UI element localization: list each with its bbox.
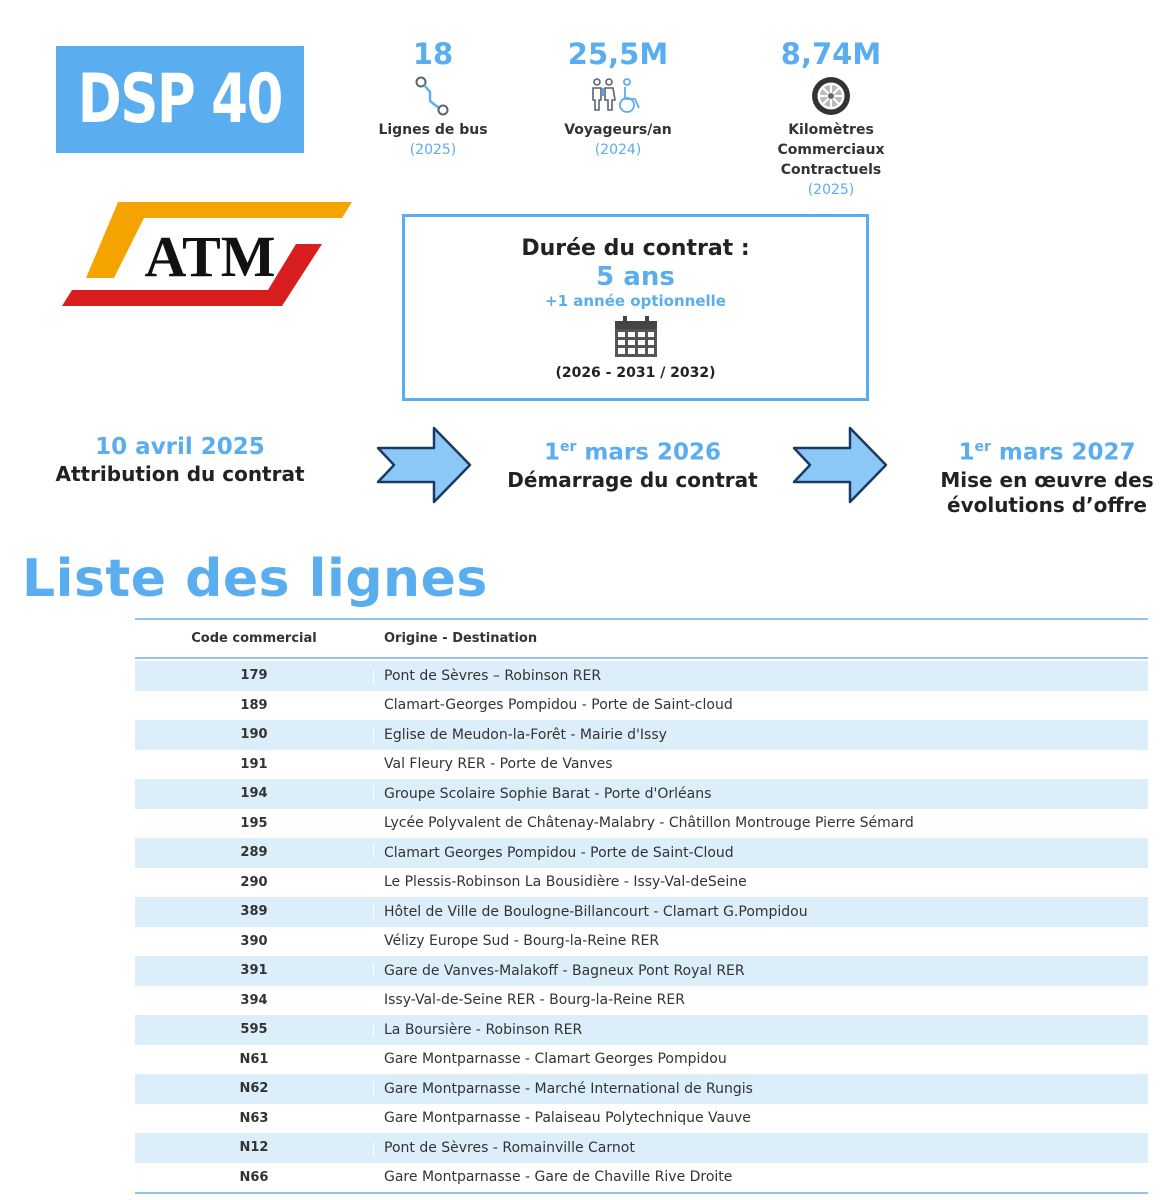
table-row: 390 Vélizy Europe Sud - Bourg-la-Reine RE… — [135, 927, 1148, 957]
line-destination: Val Fleury RER - Porte de Vanves — [384, 756, 613, 773]
line-code: 194 — [135, 786, 374, 802]
line-code: N12 — [135, 1140, 374, 1156]
stat-label: Lignes de bus — [378, 122, 488, 138]
line-code: N61 — [135, 1051, 374, 1067]
lines-table: Code commercial Origine - Destination 17… — [135, 618, 1148, 1194]
header-code: Code commercial — [135, 631, 374, 646]
contract-option: +1 année optionnelle — [545, 292, 726, 310]
stat-year: (2025) — [409, 142, 457, 158]
table-row: N63 Gare Montparnasse - Palaiseau Polytec… — [135, 1104, 1148, 1134]
table-row: 191 Val Fleury RER - Porte de Vanves — [135, 750, 1148, 780]
line-code: 290 — [135, 874, 374, 890]
timeline-label: Attribution du contrat — [55, 462, 305, 486]
table-row: 190 Eglise de Meudon-la-Forêt - Mairie d'… — [135, 720, 1148, 750]
line-code: 289 — [135, 845, 374, 861]
atm-logo: ATM — [60, 196, 356, 310]
line-destination: Issy-Val-de-Seine RER - Bourg-la-Reine R… — [384, 992, 685, 1009]
timeline-step-evolution: 1er mars 2027 Mise en œuvre des évolutio… — [930, 432, 1164, 518]
table-row: 595 La Boursière - Robinson RER — [135, 1015, 1148, 1045]
table-row: 394 Issy-Val-de-Seine RER - Bourg-la-Rein… — [135, 986, 1148, 1016]
stat-kilometers: 8,74M Kilomètres Commerciaux Contractuel… — [736, 36, 926, 200]
table-row: N12 Pont de Sèvres - Romainville Carnot — [135, 1133, 1148, 1163]
line-destination: Hôtel de Ville de Boulogne-Billancourt -… — [384, 903, 808, 920]
line-destination: Pont de Sèvres - Romainville Carnot — [384, 1139, 635, 1156]
line-code: 389 — [135, 904, 374, 920]
passengers-icon — [548, 72, 688, 120]
table-row: N66 Gare Montparnasse - Gare de Chaville … — [135, 1163, 1148, 1193]
stat-value: 18 — [412, 37, 454, 71]
stat-value: 8,74M — [780, 37, 882, 71]
line-code: 190 — [135, 727, 374, 743]
timeline-label: évolutions d’offre — [947, 492, 1147, 517]
stat-label: Kilomètres Commerciaux — [777, 122, 885, 158]
line-destination: Lycée Polyvalent de Châtenay-Malabry - C… — [384, 815, 914, 832]
stat-bus-lines: 18 Lignes de bus (2025) — [378, 36, 488, 160]
list-title: Liste des lignes — [22, 549, 488, 609]
table-row: 289 Clamart Georges Pompidou - Porte de S… — [135, 838, 1148, 868]
timeline-label: Démarrage du contrat — [507, 467, 758, 492]
line-destination: Clamart-Georges Pompidou - Porte de Sain… — [384, 697, 733, 714]
line-code: 191 — [135, 756, 374, 772]
route-icon — [378, 72, 488, 120]
timeline-date: 1er mars 2026 — [544, 439, 721, 466]
wheel-icon — [736, 72, 926, 120]
table-row: 290 Le Plessis-Robinson La Bousidière - I… — [135, 868, 1148, 898]
timeline-date: 10 avril 2025 — [95, 434, 265, 460]
arrow-right-icon — [376, 426, 472, 504]
line-destination: Gare Montparnasse - Palaiseau Polytechni… — [384, 1110, 751, 1127]
line-destination: Gare Montparnasse - Clamart Georges Pomp… — [384, 1051, 727, 1068]
timeline-date: 1er mars 2027 — [958, 439, 1136, 466]
timeline-step-attribution: 10 avril 2025 Attribution du contrat — [40, 432, 320, 487]
line-destination: Gare de Vanves-Malakoff - Bagneux Pont R… — [384, 962, 745, 979]
line-code: N66 — [135, 1169, 374, 1185]
contract-box: Durée du contrat : 5 ans +1 année option… — [402, 214, 869, 401]
line-destination: Clamart Georges Pompidou - Porte de Sain… — [384, 844, 734, 861]
table-row: 194 Groupe Scolaire Sophie Barat - Porte … — [135, 779, 1148, 809]
line-destination: Le Plessis-Robinson La Bousidière - Issy… — [384, 874, 747, 891]
line-code: 390 — [135, 933, 374, 949]
line-destination: Pont de Sèvres – Robinson RER — [384, 667, 602, 684]
atm-logo-text: ATM — [144, 224, 275, 289]
stat-passengers: 25,5M Voyageurs/an (2024) — [548, 36, 688, 160]
table-row: 389 Hôtel de Ville de Boulogne-Billancour… — [135, 897, 1148, 927]
stat-value: 25,5M — [567, 37, 669, 71]
timeline-step-start: 1er mars 2026 Démarrage du contrat — [490, 432, 775, 493]
dsp-badge-text: DSP 40 — [77, 60, 284, 139]
stat-label: Voyageurs/an — [564, 122, 672, 138]
table-row: 391 Gare de Vanves-Malakoff - Bagneux Pon… — [135, 956, 1148, 986]
timeline-label: Mise en œuvre des — [940, 467, 1154, 492]
line-destination: Eglise de Meudon-la-Forêt - Mairie d'Iss… — [384, 726, 667, 743]
line-code: 179 — [135, 668, 374, 684]
table-row: 195 Lycée Polyvalent de Châtenay-Malabry … — [135, 809, 1148, 839]
arrow-right-icon — [792, 426, 888, 504]
line-destination: La Boursière - Robinson RER — [384, 1021, 583, 1038]
table-body: 179 Pont de Sèvres – Robinson RER 189 Clama… — [135, 661, 1148, 1192]
line-destination: Groupe Scolaire Sophie Barat - Porte d'O… — [384, 785, 712, 802]
table-row: 189 Clamart-Georges Pompidou - Porte de S… — [135, 691, 1148, 721]
table-row: 179 Pont de Sèvres – Robinson RER — [135, 661, 1148, 691]
header-destination: Origine - Destination — [384, 631, 538, 646]
table-row: N62 Gare Montparnasse - Marché Internatio… — [135, 1074, 1148, 1104]
line-destination: Vélizy Europe Sud - Bourg-la-Reine RER — [384, 933, 660, 950]
line-code: 195 — [135, 815, 374, 831]
stat-year: (2024) — [594, 142, 642, 158]
line-destination: Gare Montparnasse - Marché International… — [384, 1080, 753, 1097]
dsp-badge: DSP 40 — [56, 46, 304, 153]
table-header: Code commercial Origine - Destination — [135, 620, 1148, 659]
line-code: 391 — [135, 963, 374, 979]
stat-year: (2025) — [807, 182, 855, 198]
line-code: 595 — [135, 1022, 374, 1038]
line-code: 189 — [135, 697, 374, 713]
table-row: N61 Gare Montparnasse - Clamart Georges P… — [135, 1045, 1148, 1075]
stat-label: Contractuels — [780, 162, 882, 178]
line-code: 394 — [135, 992, 374, 1008]
line-code: N63 — [135, 1110, 374, 1126]
contract-years: (2026 - 2031 / 2032) — [555, 365, 716, 381]
contract-title: Durée du contrat : — [521, 236, 750, 261]
line-destination: Gare Montparnasse - Gare de Chaville Riv… — [384, 1169, 733, 1186]
calendar-icon — [614, 316, 657, 357]
line-code: N62 — [135, 1081, 374, 1097]
contract-duration: 5 ans — [596, 262, 675, 292]
